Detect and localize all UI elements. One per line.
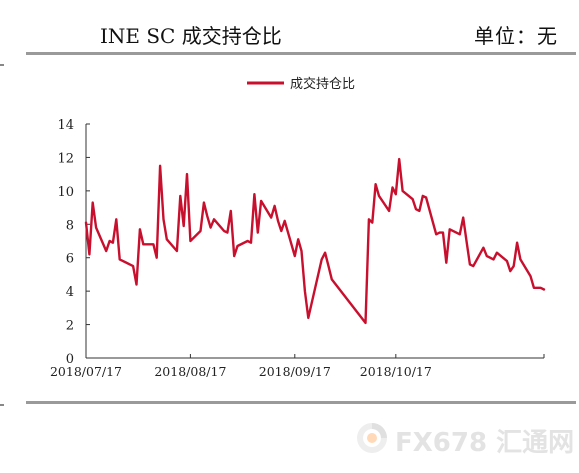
watermark-text: FX678 汇通网: [395, 428, 575, 458]
chart-title: INE SC 成交持仓比: [100, 24, 282, 48]
chart-header: INE SC 成交持仓比 单位：无: [26, 12, 576, 52]
unit-label: 单位：无: [474, 24, 558, 48]
header-divider: [26, 52, 576, 55]
y-tick-label: 10: [57, 185, 74, 200]
x-tick-label: 2018/10/17: [360, 364, 432, 379]
y-tick-label: 0: [66, 352, 74, 367]
y-tick-label: 6: [66, 252, 74, 267]
fx678-logo-icon: [357, 423, 387, 453]
y-tick-label: 12: [57, 151, 74, 166]
x-tick-label: 2018/09/17: [259, 364, 331, 379]
x-tick-label: 2018/08/17: [154, 364, 226, 379]
y-tick-label: 8: [66, 218, 74, 233]
edge-marker-top: [0, 64, 4, 66]
y-tick-label: 4: [66, 285, 74, 300]
x-tick-label: 2018/07/17: [50, 364, 122, 379]
edge-marker-bottom: [0, 404, 4, 406]
y-tick-label: 2: [66, 319, 74, 334]
footer-divider: [26, 401, 576, 404]
series-line-0: [84, 157, 546, 325]
legend-label: 成交持仓比: [290, 76, 355, 92]
line-chart: 0 2 4 6 8 10 12 14 2018/07/17 2018/08/17 2018/09/1…: [50, 76, 546, 379]
y-tick-label: 14: [57, 118, 74, 133]
watermark: FX678 汇通网: [355, 418, 574, 458]
